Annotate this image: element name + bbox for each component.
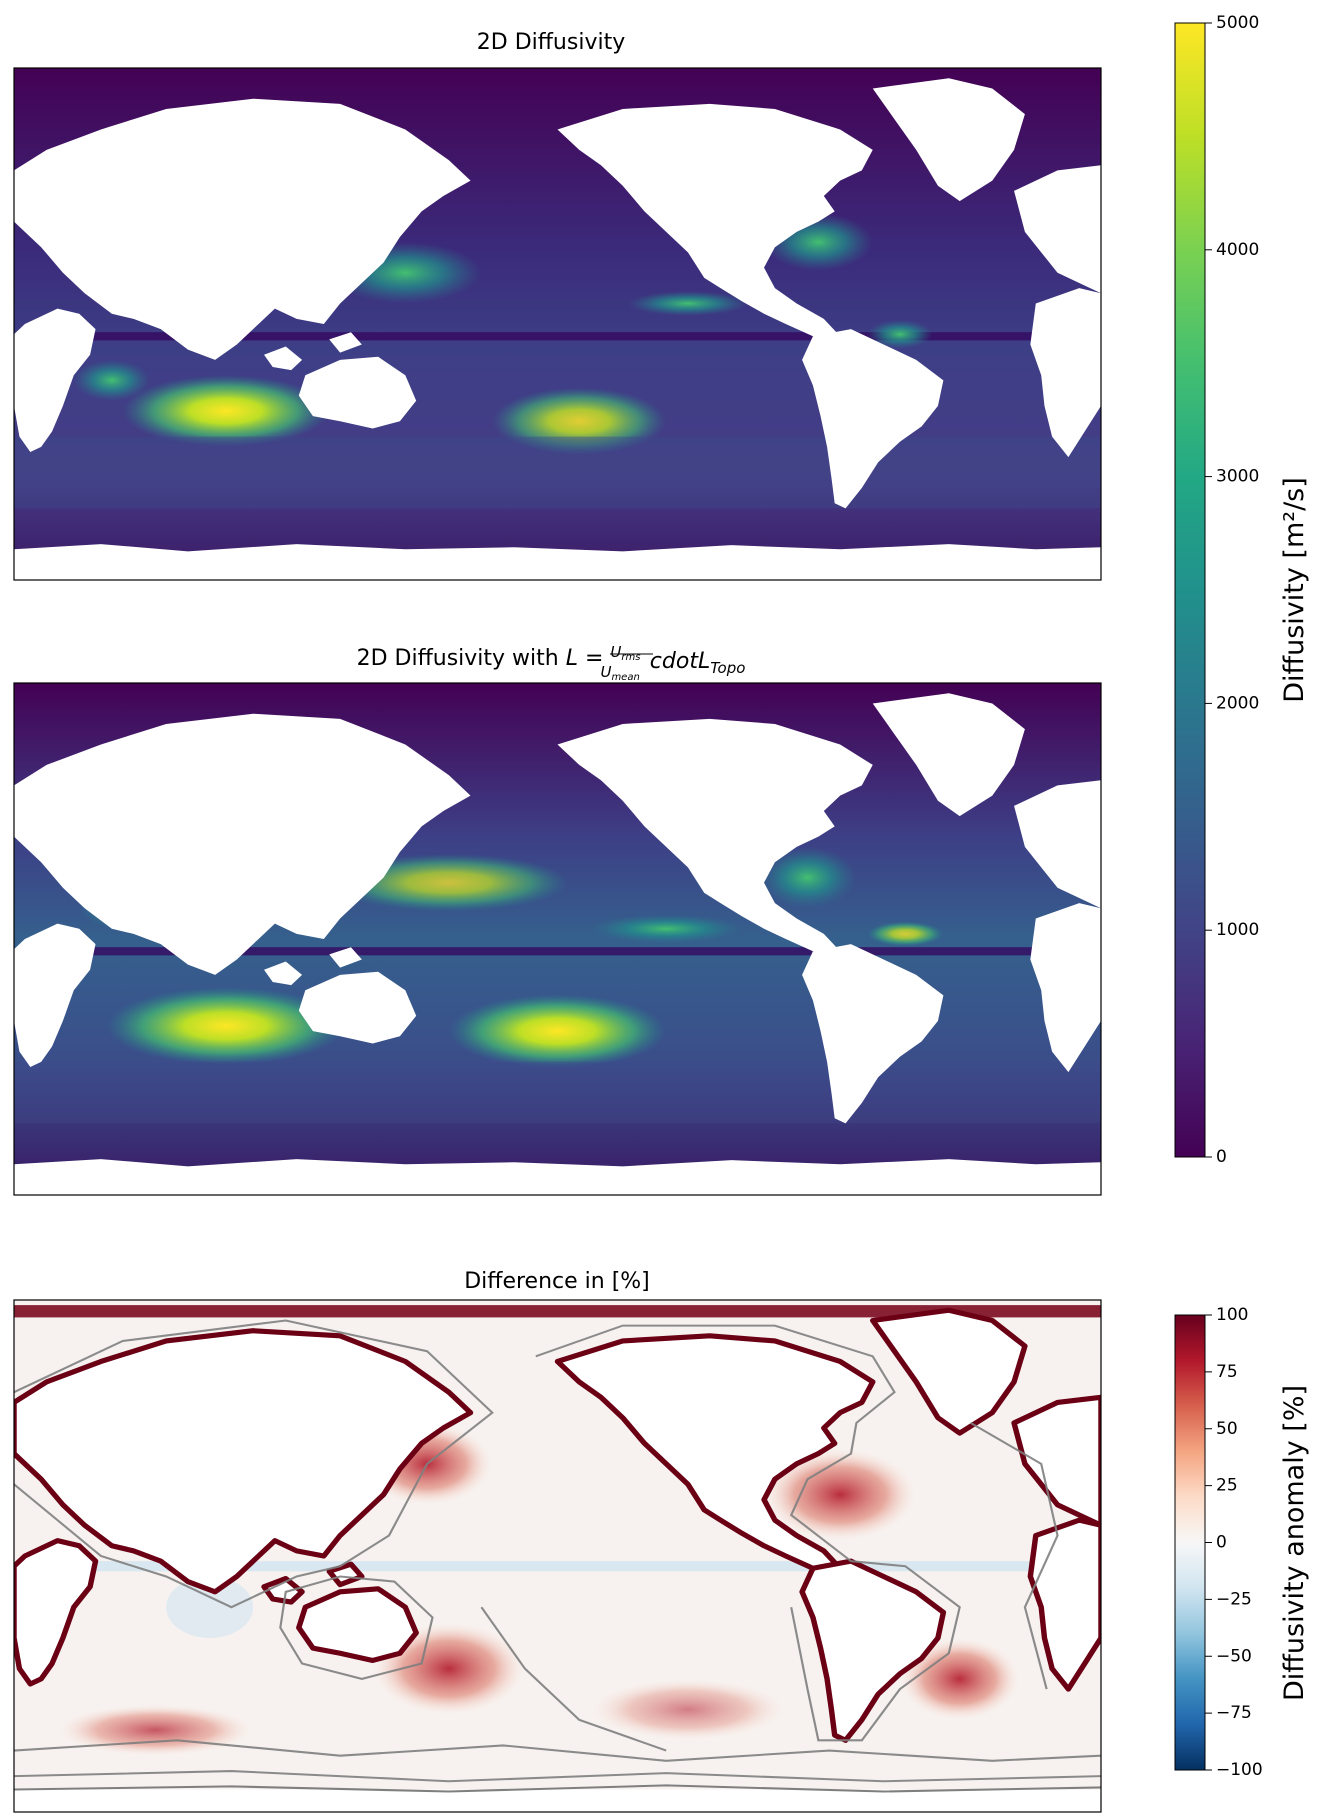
- colorbar1-tick-label: 0: [1216, 1147, 1227, 1167]
- colorbar1-ticks: 0 1000 2000 3000 4000 5000: [1205, 13, 1259, 1167]
- colorbar-diffusivity: 0 1000 2000 3000 4000 5000 Diffusivity [m²/s]: [1174, 13, 1310, 1167]
- panel3-title: Difference in [%]: [464, 1269, 650, 1294]
- colorbar1-tick-label: 2000: [1216, 693, 1259, 713]
- colorbar2-tick-label: 75: [1216, 1362, 1238, 1382]
- colorbar1-tick-label: 1000: [1216, 920, 1259, 940]
- panel1-frame: [13, 67, 1102, 581]
- panel-2d-diffusivity: 2D Diffusivity: [13, 30, 1102, 581]
- colorbar2-tick-label: 0: [1216, 1533, 1227, 1553]
- colorbar2-label: Diffusivity anomaly [%]: [1279, 1385, 1310, 1701]
- colorbar2-tick-label: −25: [1216, 1589, 1252, 1609]
- colorbar2-tick-label: 50: [1216, 1419, 1238, 1439]
- colorbar-anomaly: −100 −75 −50 −25 0 25 50 75 100 Diffusivity anom…: [1174, 1305, 1310, 1780]
- colorbar2-ticks: −100 −75 −50 −25 0 25 50 75 100: [1205, 1305, 1263, 1780]
- colorbar1-tick-label: 4000: [1216, 240, 1259, 260]
- colorbar2-tick-label: 25: [1216, 1476, 1238, 1496]
- colorbar1-tick-label: 3000: [1216, 467, 1259, 487]
- panel-difference: Difference in [%]: [13, 1269, 1102, 1813]
- colorbar2-tick-label: −50: [1216, 1646, 1252, 1666]
- colorbar2-tick-label: −75: [1216, 1703, 1252, 1723]
- panel3-map: [14, 1300, 1101, 1812]
- panel2-title: 2D Diffusivity with L = Urms UmeancdotLTo…: [357, 643, 746, 683]
- panel1-map: [14, 68, 1101, 580]
- colorbar1-tick-label: 5000: [1216, 13, 1259, 33]
- panel1-title: 2D Diffusivity: [477, 30, 625, 55]
- panel-2d-diffusivity-topo: 2D Diffusivity with L = Urms UmeancdotLTo…: [13, 643, 1102, 1196]
- colorbar2-tick-label: 100: [1216, 1305, 1248, 1325]
- panel2-frame: [13, 682, 1102, 1196]
- panel2-map: [14, 683, 1101, 1195]
- colorbar2-tick-label: −100: [1216, 1760, 1263, 1780]
- panel3-frame: [13, 1299, 1102, 1813]
- colorbar1-label: Diffusivity [m²/s]: [1279, 477, 1310, 703]
